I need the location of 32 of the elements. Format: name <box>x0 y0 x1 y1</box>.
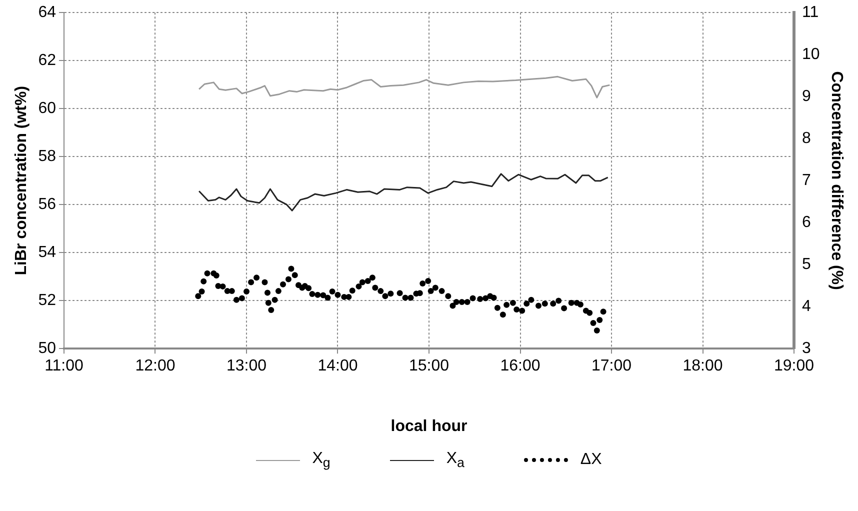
x-tick-label: 18:00 <box>682 358 723 375</box>
y2-tick-label: 8 <box>802 130 812 148</box>
y-tick-label: 64 <box>38 4 56 22</box>
y-tick-label: 56 <box>38 196 56 214</box>
y2-tick-label: 6 <box>802 214 812 232</box>
y-axis-title: LiBr concentration (wt%) <box>13 86 30 276</box>
y2-tick-label: 3 <box>802 340 812 358</box>
y-tick-label: 50 <box>38 340 56 358</box>
x-tick-label: 16:00 <box>500 358 540 375</box>
y-tick-label: 62 <box>38 52 56 70</box>
x-tick-label: 11:00 <box>44 358 84 375</box>
x-tick-label: 13:00 <box>226 358 267 375</box>
y2-tick-label: 9 <box>802 88 812 106</box>
y2-tick-label: 4 <box>802 298 812 316</box>
y-tick-label: 58 <box>38 148 56 166</box>
y2-tick-label: 10 <box>802 46 820 64</box>
y-tick-label: 60 <box>38 100 56 118</box>
legend-label: X$_{a}$ <box>446 450 464 470</box>
y2-axis-title: Concentration difference (%) <box>828 71 845 290</box>
y2-tick-label: 7 <box>802 172 812 190</box>
legend-label: X$_{g}$ <box>312 450 330 470</box>
y2-tick-label: 5 <box>802 256 812 274</box>
x-tick-label: 17:00 <box>591 358 632 375</box>
y2-tick-label: 11 <box>802 4 819 22</box>
x-tick-label: 15:00 <box>408 358 450 375</box>
x-tick-label: 12:00 <box>135 358 176 375</box>
x-tick-label: 19:00 <box>774 358 814 375</box>
y-tick-label: 52 <box>38 292 56 310</box>
legend-label: ΔX <box>580 451 602 470</box>
x-tick-label: 14:00 <box>318 358 358 375</box>
y-tick-label: 54 <box>38 244 56 262</box>
x-axis-title: local hour <box>390 418 468 435</box>
